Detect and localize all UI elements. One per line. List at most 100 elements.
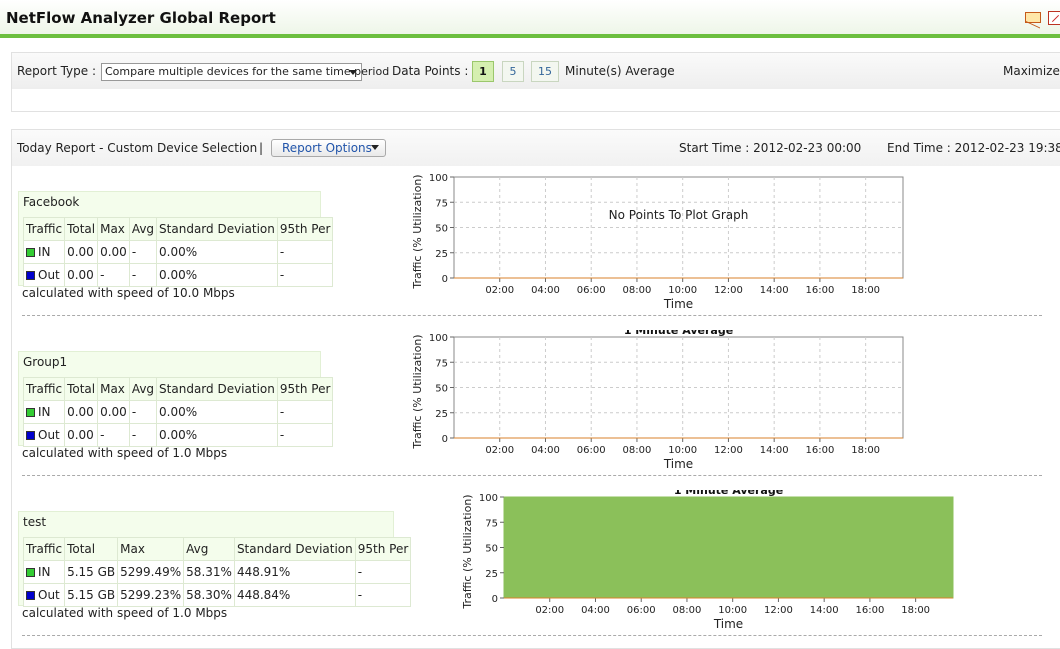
- x-tick-label: 08:00: [673, 605, 702, 616]
- col-avg: Avg: [183, 537, 235, 561]
- device-name: Facebook: [23, 195, 80, 209]
- report-title: Today Report - Custom Device Selection: [17, 141, 258, 155]
- col-std-dev: Standard Deviation: [156, 217, 278, 241]
- y-tick-label: 0: [442, 434, 448, 445]
- report-type-value: Compare multiple devices for the same ti…: [105, 65, 390, 78]
- x-tick-label: 12:00: [714, 445, 743, 456]
- col-std-dev: Standard Deviation: [156, 377, 278, 401]
- chart-title: 1 Minute Average: [624, 330, 733, 337]
- y-axis-label: Traffic (% Utilization): [461, 494, 474, 609]
- col-total: Total: [64, 377, 99, 401]
- chart-title: 1 Minute Average: [674, 490, 783, 497]
- x-tick-label: 08:00: [623, 445, 652, 456]
- report-controls-panel: Report Type : Compare multiple devices f…: [11, 52, 1060, 112]
- x-tick-label: 18:00: [851, 285, 880, 296]
- col-max: Max: [97, 217, 130, 241]
- data-points-label: Data Points :: [392, 64, 469, 78]
- x-axis-label: Time: [663, 457, 693, 471]
- table-row: Out 0.00 - - 0.00% -: [22, 423, 334, 447]
- out-color-swatch: [26, 271, 35, 280]
- table-row: Out 0.00 - - 0.00% -: [22, 263, 334, 287]
- divider: [22, 635, 1042, 636]
- report-type-label: Report Type :: [17, 64, 97, 78]
- divider: [22, 475, 1042, 476]
- x-tick-label: 06:00: [627, 605, 656, 616]
- y-tick-label: 100: [479, 493, 498, 504]
- y-axis-label: Traffic (% Utilization): [411, 174, 424, 289]
- stats-table: Traffic Total Max Avg Standard Deviation…: [22, 377, 334, 447]
- y-tick-label: 100: [429, 173, 448, 184]
- x-tick-label: 16:00: [805, 445, 834, 456]
- report-options-label: Report Options: [282, 141, 372, 155]
- x-tick-label: 02:00: [485, 285, 514, 296]
- maximize-link[interactable]: Maximize: [1003, 64, 1060, 78]
- x-tick-label: 06:00: [577, 285, 606, 296]
- col-95th: 95th Per: [276, 377, 334, 401]
- table-header-row: Traffic Total Max Avg Standard Deviation…: [22, 217, 334, 241]
- traffic-chart-group1: 1 Minute Average 0 25 50 75 100 02:00 04:00 06:0…: [411, 330, 904, 471]
- series-area: [503, 496, 954, 599]
- report-options-button[interactable]: Report Options: [271, 139, 386, 157]
- speed-note: calculated with speed of 1.0 Mbps: [22, 606, 228, 620]
- speed-note: calculated with speed of 1.0 Mbps: [22, 446, 228, 460]
- x-tick-label: 02:00: [485, 445, 514, 456]
- report-type-select[interactable]: Compare multiple devices for the same ti…: [101, 63, 389, 81]
- stats-table: Traffic Total Max Avg Standard Deviation…: [22, 217, 334, 287]
- average-label: Minute(s) Average: [565, 64, 675, 78]
- pdf-export-icon[interactable]: [1048, 11, 1060, 25]
- x-tick-label: 02:00: [535, 605, 564, 616]
- speed-note: calculated with speed of 10.0 Mbps: [22, 286, 235, 300]
- y-axis-label: Traffic (% Utilization): [411, 334, 424, 449]
- traffic-chart-test: 1 Minute Average 0 25 50 75 100 02:00 04:00 06:0…: [461, 490, 954, 631]
- x-tick-label: 16:00: [855, 605, 884, 616]
- col-avg: Avg: [128, 217, 158, 241]
- page-title: NetFlow Analyzer Global Report: [6, 9, 276, 27]
- end-time: End Time : 2012-02-23 19:38: [887, 141, 1060, 155]
- in-color-swatch: [26, 248, 35, 257]
- x-tick-label: 04:00: [531, 445, 560, 456]
- y-tick-label: 75: [435, 198, 448, 209]
- out-color-swatch: [26, 591, 35, 600]
- start-time: Start Time : 2012-02-23 00:00: [679, 141, 862, 155]
- col-traffic: Traffic: [22, 537, 66, 561]
- out-color-swatch: [26, 431, 35, 440]
- col-max: Max: [117, 537, 185, 561]
- x-tick-label: 18:00: [901, 605, 930, 616]
- x-tick-label: 14:00: [810, 605, 839, 616]
- y-tick-label: 50: [435, 384, 448, 395]
- y-tick-label: 75: [485, 518, 498, 529]
- device-name: test: [23, 515, 47, 529]
- x-axis-label: Time: [713, 617, 743, 631]
- in-color-swatch: [26, 568, 35, 577]
- table-row: IN 0.00 0.00 - 0.00% -: [22, 240, 334, 264]
- col-95th: 95th Per: [276, 217, 334, 241]
- col-traffic: Traffic: [22, 377, 66, 401]
- y-tick-label: 0: [442, 274, 448, 285]
- col-total: Total: [64, 537, 119, 561]
- col-total: Total: [64, 217, 99, 241]
- data-point-1-button[interactable]: 1: [472, 61, 494, 82]
- table-header-row: Traffic Total Max Avg Standard Deviation…: [22, 377, 334, 401]
- report-header-bar: Today Report - Custom Device Selection |…: [12, 130, 1060, 166]
- y-tick-label: 50: [435, 224, 448, 235]
- device-stats-box: test Traffic Total Max Avg Standard Devi…: [18, 511, 412, 607]
- x-tick-label: 16:00: [805, 285, 834, 296]
- x-tick-label: 04:00: [581, 605, 610, 616]
- x-axis-label: Time: [663, 297, 693, 311]
- in-color-swatch: [26, 408, 35, 417]
- col-avg: Avg: [128, 377, 158, 401]
- x-tick-label: 14:00: [760, 445, 789, 456]
- email-icon[interactable]: [1025, 12, 1041, 23]
- controls-bar: Report Type : Compare multiple devices f…: [12, 53, 1060, 89]
- traffic-chart-facebook: 0 25 50 75 100 02:00 04:00 06:00 08:00 10:00 12:00…: [411, 173, 904, 311]
- y-tick-label: 25: [485, 569, 498, 580]
- x-tick-label: 04:00: [531, 285, 560, 296]
- x-tick-label: 12:00: [764, 605, 793, 616]
- device-stats-box: Group1 Traffic Total Max Avg Standard De…: [18, 351, 334, 447]
- x-tick-label: 10:00: [668, 285, 697, 296]
- y-tick-label: 25: [435, 409, 448, 420]
- data-point-15-button[interactable]: 15: [531, 61, 559, 82]
- table-row: IN 0.00 0.00 - 0.00% -: [22, 400, 334, 424]
- data-point-5-button[interactable]: 5: [502, 61, 524, 82]
- x-tick-label: 10:00: [718, 605, 747, 616]
